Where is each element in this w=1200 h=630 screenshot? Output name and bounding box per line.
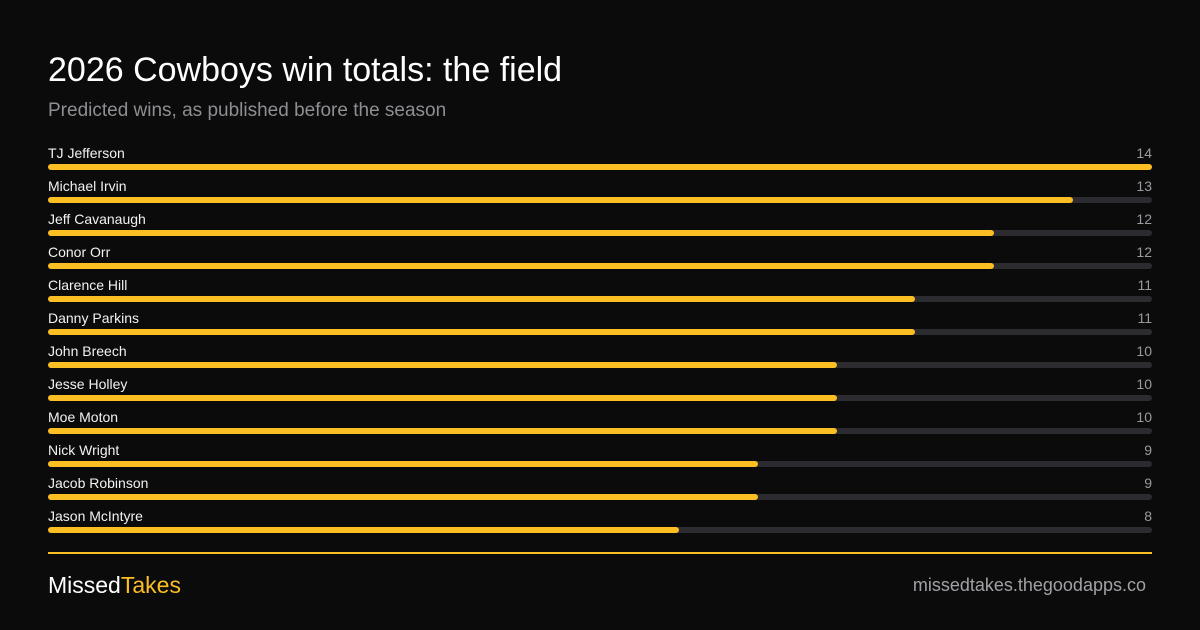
bar-row: Moe Moton 10: [48, 404, 1152, 437]
bar-value-label: 9: [1144, 442, 1152, 458]
bar-track: [48, 527, 1152, 533]
bar-value-label: 9: [1144, 475, 1152, 491]
bar-label: Jason McIntyre: [48, 508, 143, 524]
bar-value-label: 10: [1136, 376, 1152, 392]
bar-row: Danny Parkins 11: [48, 305, 1152, 338]
site-url: missedtakes.thegoodapps.co: [912, 575, 1146, 595]
bar: [48, 395, 837, 401]
bar: [48, 164, 1152, 170]
bar-value-label: 14: [1136, 145, 1152, 161]
bar-label: Clarence Hill: [48, 277, 128, 293]
bar-track: [48, 197, 1152, 203]
bar: [48, 428, 837, 434]
bar-chart: TJ Jefferson 14 Michael Irvin 13 Jeff Cavana…: [48, 140, 1152, 536]
bar: [48, 230, 995, 236]
bar-label: John Breech: [48, 343, 127, 359]
bar-label: Conor Orr: [48, 244, 111, 260]
bar-label: TJ Jefferson: [48, 145, 125, 161]
bar: [48, 362, 837, 368]
bar-value-label: 10: [1136, 343, 1152, 359]
brand-logo-part2: Takes: [120, 572, 181, 598]
bar-row: Clarence Hill 11: [48, 272, 1152, 305]
bar-label: Danny Parkins: [48, 310, 140, 326]
bar-label: Nick Wright: [48, 442, 120, 458]
bar-track: [48, 362, 1152, 368]
bar-track: [48, 230, 1152, 236]
bar: [48, 197, 1074, 203]
bar-row: Jason McIntyre 8: [48, 503, 1152, 536]
bar-track: [48, 494, 1152, 500]
bar-label: Moe Moton: [48, 409, 119, 425]
bar-row: Nick Wright 9: [48, 437, 1152, 470]
bar-row: John Breech 10: [48, 338, 1152, 371]
bar-track: [48, 296, 1152, 302]
bar-track: [48, 329, 1152, 335]
bar-value-label: 13: [1136, 178, 1152, 194]
bar: [48, 296, 916, 302]
footer-divider: [48, 552, 1152, 554]
bar-row: Jesse Holley 10: [48, 371, 1152, 404]
bar: [48, 527, 679, 533]
bar-label: Jacob Robinson: [48, 475, 149, 491]
chart-title: 2026 Cowboys win totals: the field: [48, 51, 563, 89]
bar-label: Jesse Holley: [48, 376, 128, 392]
bar-value-label: 10: [1136, 409, 1152, 425]
bar-track: [48, 428, 1152, 434]
bar-value-label: 8: [1144, 508, 1152, 524]
bar-row: Conor Orr 12: [48, 239, 1152, 272]
bar-track: [48, 263, 1152, 269]
bar: [48, 461, 758, 467]
bar-label: Michael Irvin: [48, 178, 127, 194]
bar-row: Michael Irvin 13: [48, 173, 1152, 206]
bar-label: Jeff Cavanaugh: [48, 211, 146, 227]
bar-track: [48, 461, 1152, 467]
bar-row: TJ Jefferson 14: [48, 140, 1152, 173]
chart-subtitle: Predicted wins, as published before the …: [48, 100, 447, 121]
bar-row: Jeff Cavanaugh 12: [48, 206, 1152, 239]
bar: [48, 263, 995, 269]
brand-logo-part1: Missed: [48, 572, 121, 598]
bar-value-label: 12: [1136, 244, 1152, 260]
bar-value-label: 11: [1137, 310, 1152, 326]
bar-value-label: 11: [1137, 277, 1152, 293]
bar-track: [48, 164, 1152, 170]
brand-logo: MissedTakes: [48, 571, 181, 599]
bar-track: [48, 395, 1152, 401]
bar: [48, 494, 758, 500]
bar-row: Jacob Robinson 9: [48, 470, 1152, 503]
bar: [48, 329, 916, 335]
bar-value-label: 12: [1136, 211, 1152, 227]
